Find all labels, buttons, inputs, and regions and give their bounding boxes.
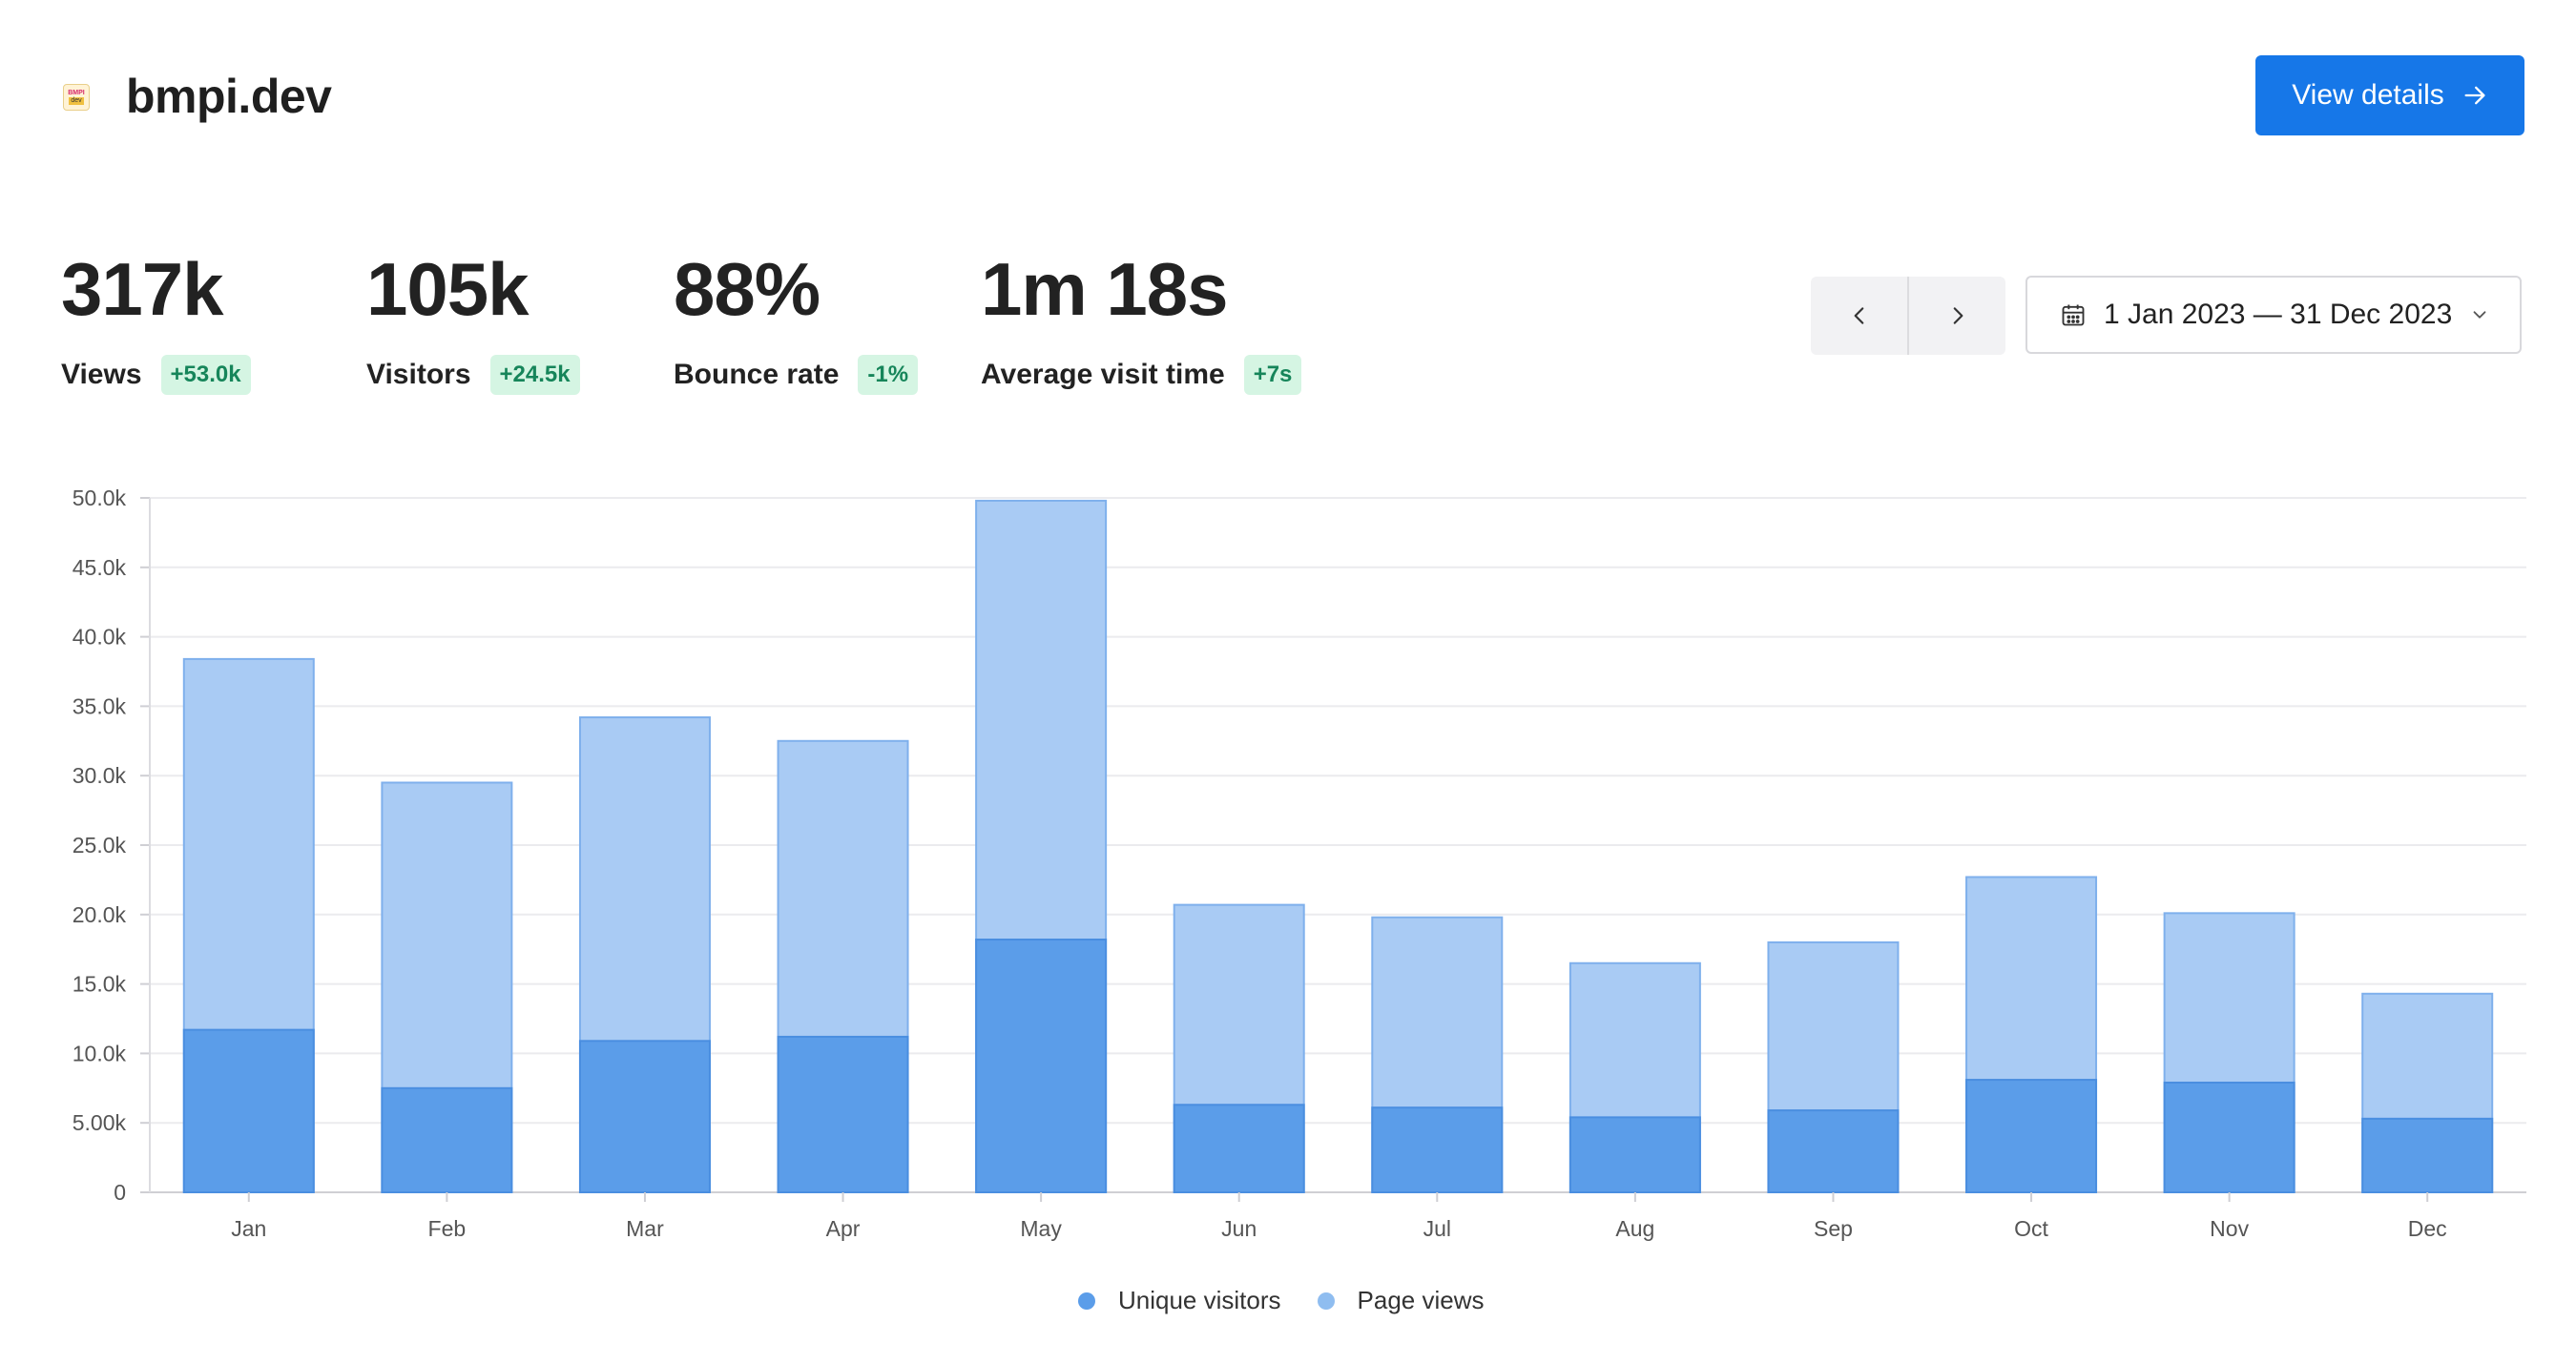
x-tick-label: Jun: [1221, 1216, 1257, 1241]
x-tick-label: Aug: [1615, 1216, 1654, 1241]
x-tick-label: Nov: [2210, 1216, 2249, 1241]
bar-unique-visitors: [1371, 1106, 1504, 1194]
bar-unique-visitors: [975, 939, 1108, 1193]
site-title: bmpi.dev: [126, 70, 332, 123]
logo-text-bottom: dev: [69, 97, 84, 105]
y-tick-label: 0: [114, 1180, 126, 1205]
stat-value: 88%: [674, 247, 821, 331]
stat-label: Average visit time: [981, 359, 1225, 390]
period-nav: [1811, 277, 2005, 355]
y-tick-label: 40.0k: [73, 625, 127, 650]
bar-unique-visitors: [2163, 1081, 2296, 1194]
bar-unique-visitors: [1173, 1104, 1305, 1193]
stat-bounce-rate: 88% Bounce rate -1%: [674, 246, 919, 395]
x-tick-label: Jan: [231, 1216, 266, 1241]
x-tick-label: May: [1020, 1216, 1062, 1241]
bar-unique-visitors: [381, 1086, 513, 1193]
bar-unique-visitors: [2361, 1117, 2494, 1193]
bar-unique-visitors: [1767, 1109, 1900, 1194]
stat-visitors: 105k Visitors +24.5k: [366, 246, 580, 395]
y-tick-label: 15.0k: [73, 972, 127, 997]
x-tick-label: Jul: [1423, 1216, 1451, 1241]
legend-swatch-page-views: [1317, 1292, 1335, 1310]
legend-label: Page views: [1357, 1286, 1485, 1314]
stat-label: Visitors: [366, 359, 471, 390]
x-tick-label: Mar: [626, 1216, 664, 1241]
y-tick-label: 5.00k: [73, 1110, 127, 1135]
bar-unique-visitors: [182, 1028, 315, 1194]
x-tick-label: Dec: [2408, 1216, 2447, 1241]
x-tick-label: Sep: [1814, 1216, 1853, 1241]
logo-text-top: BMPI: [68, 90, 85, 96]
x-tick-label: Oct: [2014, 1216, 2048, 1241]
stat-change-badge: -1%: [858, 355, 919, 395]
stat-label: Views: [61, 359, 142, 390]
bar-unique-visitors: [1568, 1116, 1701, 1193]
y-tick-label: 10.0k: [73, 1041, 127, 1065]
chevron-left-icon: [1854, 307, 1863, 324]
bar-chart: 0 5.00k 10.0k 15.0k 20.0k 25.0k 30.0k 35.0k 40.0…: [73, 486, 2526, 1241]
y-tick-label: 50.0k: [73, 486, 127, 510]
calendar-icon: [2062, 304, 2085, 326]
bar-unique-visitors: [777, 1035, 909, 1193]
legend-item-page-views[interactable]: Page views: [1317, 1286, 1485, 1315]
chart-legend: Unique visitors Page views: [1078, 1286, 1503, 1315]
legend-label: Unique visitors: [1118, 1286, 1281, 1314]
stat-value: 105k: [366, 247, 530, 331]
legend-swatch-unique-visitors: [1078, 1292, 1095, 1310]
x-tick-label: Feb: [428, 1216, 467, 1241]
site-logo: BMPI dev: [63, 84, 90, 111]
stat-label: Bounce rate: [674, 359, 840, 390]
bar-unique-visitors: [578, 1040, 711, 1194]
stat-change-badge: +53.0k: [160, 355, 251, 395]
y-tick-label: 25.0k: [73, 833, 127, 858]
x-tick-label: Apr: [826, 1216, 861, 1241]
stat-change-badge: +7s: [1243, 355, 1302, 395]
chevron-down-icon: [2473, 311, 2486, 319]
legend-item-unique-visitors[interactable]: Unique visitors: [1078, 1286, 1281, 1315]
date-range-label: 1 Jan 2023 — 31 Dec 2023: [2104, 299, 2453, 330]
y-tick-label: 35.0k: [73, 693, 127, 718]
bar-unique-visitors: [1965, 1079, 2098, 1194]
arrow-right-icon: [2464, 86, 2485, 105]
chevron-right-icon: [1953, 307, 1963, 324]
stat-value: 317k: [61, 247, 224, 331]
view-details-label: View details: [2292, 79, 2444, 111]
previous-period-button[interactable]: [1811, 277, 1907, 355]
stat-value: 1m 18s: [981, 247, 1229, 331]
nav-divider: [1907, 277, 1909, 355]
y-tick-label: 20.0k: [73, 902, 127, 927]
stat-views: 317k Views +53.0k: [61, 246, 251, 395]
y-tick-label: 45.0k: [73, 555, 127, 580]
next-period-button[interactable]: [1909, 277, 2005, 355]
view-details-button[interactable]: View details: [2255, 55, 2524, 135]
header: BMPI dev bmpi.dev View details: [0, 0, 2576, 191]
stat-average-visit-time: 1m 18s Average visit time +7s: [981, 246, 1302, 395]
y-tick-label: 30.0k: [73, 763, 127, 788]
date-range-picker[interactable]: 1 Jan 2023 — 31 Dec 2023: [2025, 276, 2522, 354]
stat-change-badge: +24.5k: [489, 355, 580, 395]
